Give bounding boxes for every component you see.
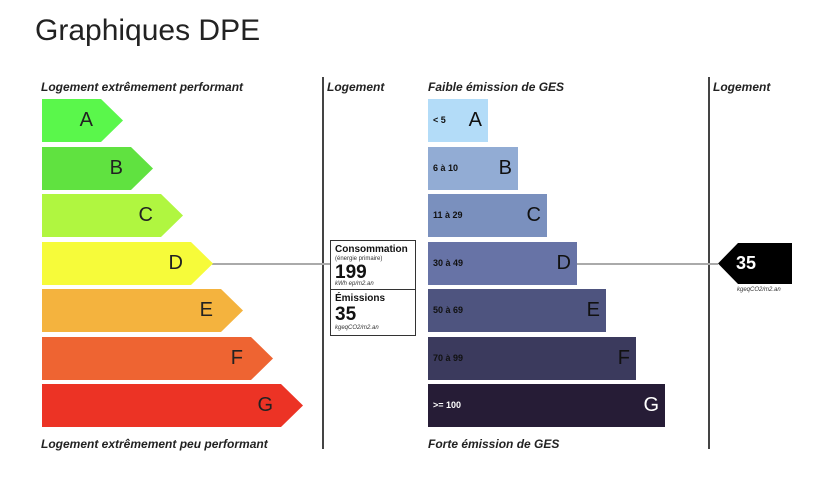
dpe-bar-letter: D [168, 252, 183, 274]
ges-bar-letter: D [556, 252, 571, 274]
dpe-bottom-label: Logement extrêmement peu performant [41, 437, 268, 451]
emissions-title: Émissions [335, 293, 386, 304]
ges-bar-letter: B [498, 157, 512, 179]
dpe-bar-c: C [42, 194, 183, 237]
ges-bar-b: 6 à 10 B [428, 147, 518, 190]
consumption-value: 199 [335, 262, 367, 283]
dpe-bar-letter: F [230, 347, 243, 369]
ges-bar-range: >= 100 [433, 400, 462, 410]
consumption-subtitle: (énergie primaire) [335, 256, 383, 262]
ges-marker-unit: kgeqCO2/m2.an [737, 287, 781, 293]
ges-top-label: Faible émission de GES [428, 80, 565, 94]
ges-bar-c: 11 à 29 C [428, 194, 547, 237]
emissions-value: 35 [335, 304, 357, 325]
consumption-title: Consommation [335, 244, 408, 255]
dpe-info-box: Consommation (énergie primaire) 199 kWh … [330, 240, 416, 336]
dpe-bar-a: A [42, 99, 123, 142]
ges-bar-letter: F [617, 347, 630, 369]
dpe-bar-e: E [42, 289, 243, 332]
ges-value-marker: 35 [718, 243, 792, 284]
ges-bar-range: < 5 [433, 115, 446, 125]
ges-bar-letter: C [526, 204, 541, 226]
ges-logement-label: Logement [713, 80, 771, 94]
ges-bar-range: 11 à 29 [433, 210, 463, 220]
ges-bottom-label: Forte émission de GES [428, 437, 560, 451]
dpe-marker-line [212, 263, 330, 265]
ges-bar-letter: E [586, 299, 600, 321]
dpe-top-label: Logement extrêmement performant [41, 80, 244, 94]
ges-bar-letter: A [468, 109, 482, 131]
dpe-bar-g: G [42, 384, 303, 427]
ges-bar-e: 50 à 69 E [428, 289, 606, 332]
dpe-bar-letter: C [138, 204, 153, 226]
dpe-bar-d: D [42, 242, 213, 285]
ges-bar-range: 70 à 99 [433, 353, 464, 363]
dpe-bar-letter: B [109, 157, 123, 179]
ges-bar-a: < 5 A [428, 99, 488, 142]
dpe-bar-letter: E [199, 299, 213, 321]
dpe-bar-b: B [42, 147, 153, 190]
dpe-bar-f: F [42, 337, 273, 380]
ges-bar-d: 30 à 49 D [428, 242, 577, 285]
consumption-unit: kWh ep/m2.an [335, 281, 374, 287]
ges-marker-value: 35 [736, 253, 757, 273]
ges-bar-range: 30 à 49 [433, 258, 464, 268]
ges-bar-range: 6 à 10 [433, 163, 459, 173]
dpe-logement-label: Logement [327, 80, 385, 94]
emissions-unit: kgeqCO2/m2.an [335, 325, 379, 331]
page-title: Graphiques DPE [35, 14, 261, 47]
dpe-bar-letter: A [79, 109, 93, 131]
ges-bar-range: 50 à 69 [433, 305, 464, 315]
info-divider [331, 289, 415, 290]
dpe-bar-letter: G [257, 394, 273, 416]
ges-bar-g: >= 100 G [428, 384, 665, 427]
ges-marker-line [577, 263, 718, 265]
ges-bar-f: 70 à 99 F [428, 337, 636, 380]
ges-bar-letter: G [643, 394, 659, 416]
